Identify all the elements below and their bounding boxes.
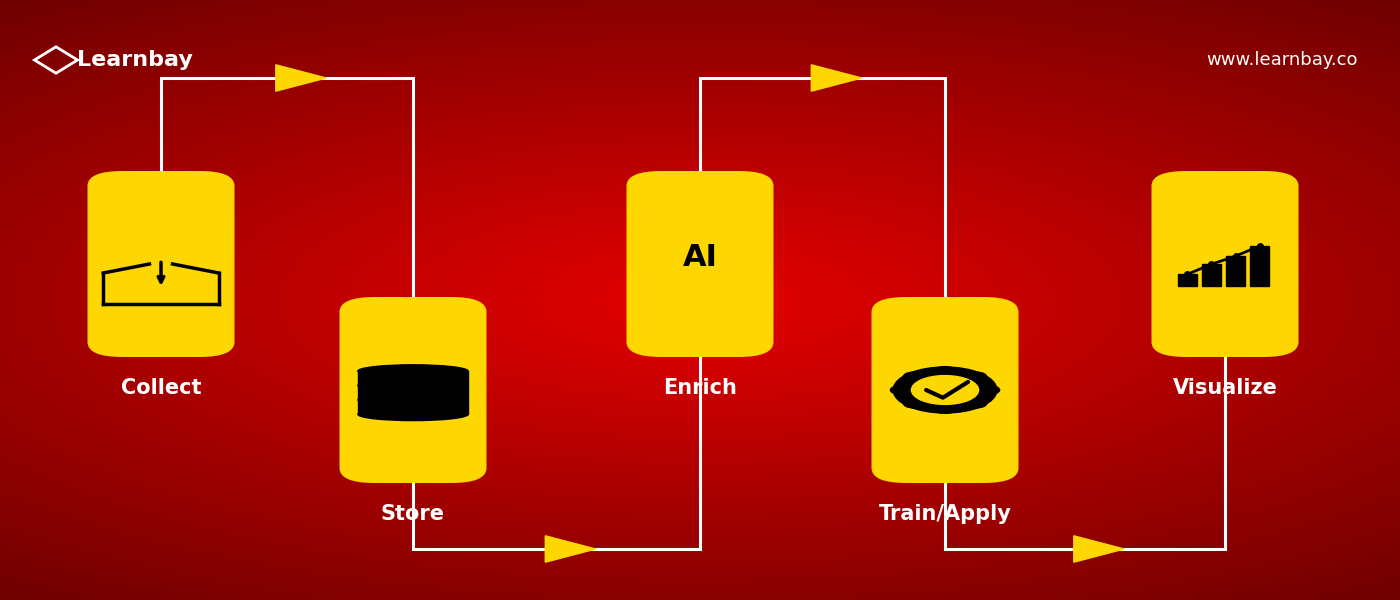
Ellipse shape: [358, 379, 468, 392]
Bar: [358, 386, 468, 400]
Text: Collect: Collect: [120, 378, 202, 398]
Circle shape: [966, 399, 987, 408]
FancyBboxPatch shape: [87, 171, 234, 357]
Polygon shape: [812, 65, 862, 91]
Text: Learnbay: Learnbay: [77, 50, 193, 70]
Text: Store: Store: [381, 504, 445, 524]
Bar: [358, 400, 468, 415]
Circle shape: [935, 404, 956, 413]
Circle shape: [890, 385, 911, 395]
Bar: [1177, 274, 1197, 286]
Bar: [1201, 264, 1221, 286]
Circle shape: [979, 385, 1000, 395]
Bar: [1226, 256, 1245, 286]
Text: Enrich: Enrich: [664, 378, 736, 398]
FancyBboxPatch shape: [1151, 171, 1299, 357]
Circle shape: [966, 372, 987, 381]
Circle shape: [903, 372, 924, 381]
Polygon shape: [545, 536, 595, 562]
Text: www.learnbay.co: www.learnbay.co: [1207, 51, 1358, 69]
FancyBboxPatch shape: [339, 297, 487, 483]
Bar: [1250, 246, 1268, 286]
Polygon shape: [1074, 536, 1124, 562]
Text: AI: AI: [683, 244, 717, 272]
Circle shape: [903, 399, 924, 408]
Text: Train/Apply: Train/Apply: [879, 504, 1011, 524]
FancyBboxPatch shape: [627, 171, 773, 357]
Circle shape: [935, 367, 956, 376]
Ellipse shape: [358, 394, 468, 406]
FancyBboxPatch shape: [871, 297, 1019, 483]
Circle shape: [895, 368, 995, 412]
Ellipse shape: [358, 408, 468, 421]
Text: Visualize: Visualize: [1173, 378, 1277, 398]
Circle shape: [911, 376, 979, 404]
Polygon shape: [276, 65, 326, 91]
Bar: [358, 371, 468, 386]
Ellipse shape: [358, 365, 468, 377]
Circle shape: [916, 377, 974, 403]
